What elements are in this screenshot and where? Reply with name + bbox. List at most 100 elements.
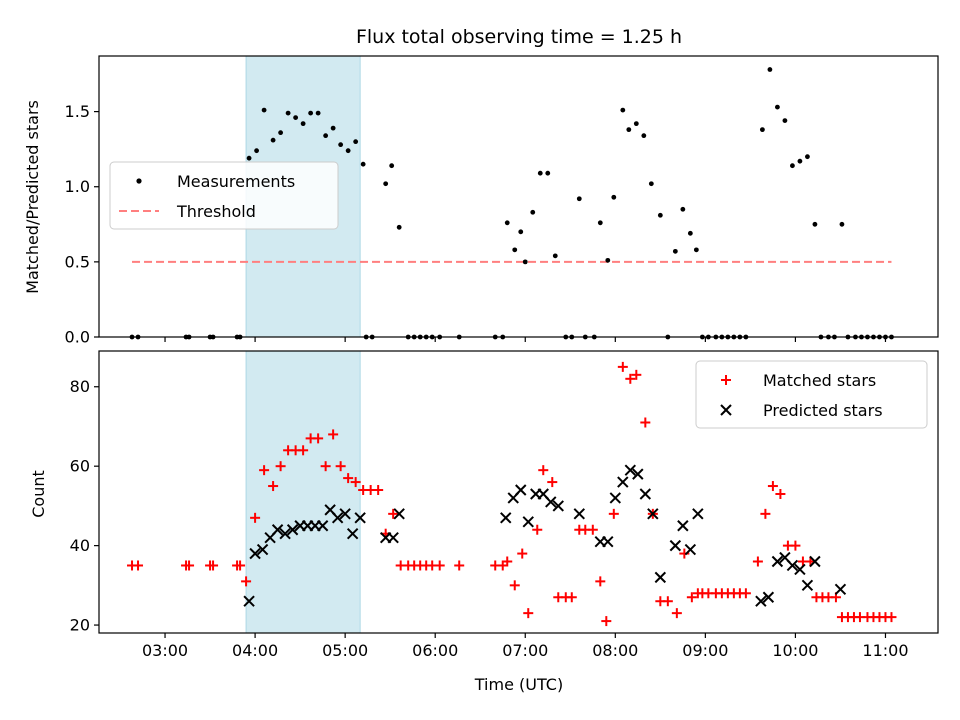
matched-star-point (184, 560, 195, 571)
predicted-star-point (500, 512, 512, 524)
bottom-x-tick-label: 08:00 (592, 641, 638, 660)
bottom-y-tick-label: 20 (70, 616, 90, 635)
measurement-point (693, 247, 699, 253)
legend-measurements-label: Measurements (177, 172, 295, 191)
measurement-point (293, 115, 299, 121)
predicted-star-point (755, 595, 767, 607)
top-panel: 0.0 0.5 1.0 1.5 Matched/Predicted stars Mea… (23, 55, 939, 347)
top-y-tick-label: 0.0 (65, 328, 90, 347)
measurement-point (775, 104, 780, 110)
matched-star-point (886, 612, 897, 623)
top-frame (98, 55, 939, 338)
matched-star-point (686, 592, 697, 603)
measurement-point (246, 155, 252, 161)
matched-star-point (328, 429, 339, 440)
predicted-star-point (669, 539, 682, 552)
measurement-point (633, 121, 639, 127)
matched-star-point (298, 445, 309, 456)
measurement-point (605, 257, 611, 263)
measurement-point (512, 247, 518, 253)
matched-star-point (133, 560, 144, 571)
predicted-star-point (809, 555, 821, 568)
predicted-star-point (515, 484, 527, 496)
bottom-x-axis-label: Time (UTC) (474, 675, 563, 694)
predicted-star-point (834, 583, 847, 596)
matched-star-point (775, 488, 786, 499)
measurement-point (345, 148, 351, 154)
bottom-y-tick-label: 80 (70, 377, 90, 396)
predicted-star-point (393, 508, 405, 520)
measurement-point (300, 121, 306, 127)
matched-star-point (454, 560, 465, 571)
measurement-point (839, 221, 845, 227)
measurement-point (641, 133, 647, 139)
measurement-point (353, 139, 359, 145)
top-y-axis-label: Matched/Predicted stars (23, 100, 42, 294)
predicted-star-point (786, 559, 799, 572)
matched-star-point (538, 465, 549, 476)
measurement-point (648, 181, 654, 187)
measurement-point (790, 163, 795, 169)
bottom-y-tick-label: 60 (70, 457, 90, 476)
predicted-star-point (617, 476, 629, 488)
bottom-x-tick-label: 05:00 (322, 641, 368, 660)
matched-star-point (259, 465, 270, 476)
measurement-point (687, 230, 693, 236)
measurement-point (518, 229, 524, 235)
predicted-star-point (522, 516, 534, 528)
measurement-point (620, 107, 626, 113)
top-legend-box (109, 161, 339, 230)
measurement-point (657, 212, 663, 218)
legend-matched-marker (721, 375, 731, 385)
predicted-star-point (677, 520, 689, 532)
measurement-point (315, 110, 321, 116)
measurement-point (254, 148, 259, 154)
matched-star-point (760, 508, 771, 519)
bottom-shaded-rect (245, 350, 361, 634)
chart-title: Flux total observing time = 1.25 h (356, 26, 682, 48)
measurement-point (812, 221, 818, 227)
predicted-star-point (339, 508, 351, 520)
measurement-point (360, 161, 366, 167)
bottom-y-axis-label: Count (29, 470, 48, 518)
predicted-star-point (609, 492, 622, 504)
legend-matched-label: Matched stars (763, 371, 876, 390)
matched-star-point (671, 608, 682, 619)
predicted-star-point (271, 524, 284, 536)
predicted-star-point (654, 571, 667, 584)
predicted-star-point (602, 535, 614, 548)
measurement-point (767, 67, 773, 72)
measurement-point (270, 137, 276, 143)
predicted-star-point (573, 508, 585, 520)
bottom-x-tick-label: 09:00 (682, 641, 728, 660)
bottom-x-tick-label: 07:00 (502, 641, 548, 660)
matched-star-point (587, 524, 598, 535)
predicted-star-point (801, 579, 814, 592)
matched-star-point (235, 560, 246, 571)
top-axes: 0.0 0.5 1.0 1.5 (65, 55, 939, 347)
bottom-legend: Matched stars Predicted stars (695, 360, 928, 429)
bottom-y-tick-label: 40 (70, 536, 90, 555)
predicted-star-point (639, 488, 652, 500)
predicted-star-point (249, 547, 261, 560)
legend-threshold-label: Threshold (176, 202, 256, 221)
matched-star-point (343, 473, 354, 484)
predicted-star-point (552, 500, 564, 512)
matched-star-point (566, 592, 577, 603)
measurement-point (597, 220, 603, 226)
matched-star-point (608, 508, 619, 519)
predicted-star-point (692, 508, 704, 520)
matched-star-point (617, 361, 628, 372)
matched-star-point (625, 373, 636, 384)
matched-star-point (595, 576, 606, 587)
matched-star-point (241, 576, 252, 587)
matched-star-point (767, 481, 778, 492)
bottom-x-tick-label: 04:00 (232, 641, 278, 660)
predicted-star-point (346, 527, 359, 540)
predicted-star-point (624, 464, 637, 476)
measurement-point (330, 125, 336, 131)
measurement-point (552, 253, 558, 259)
matched-star-point (250, 512, 261, 523)
matched-star-point (532, 524, 543, 535)
matched-star-point (350, 477, 361, 488)
